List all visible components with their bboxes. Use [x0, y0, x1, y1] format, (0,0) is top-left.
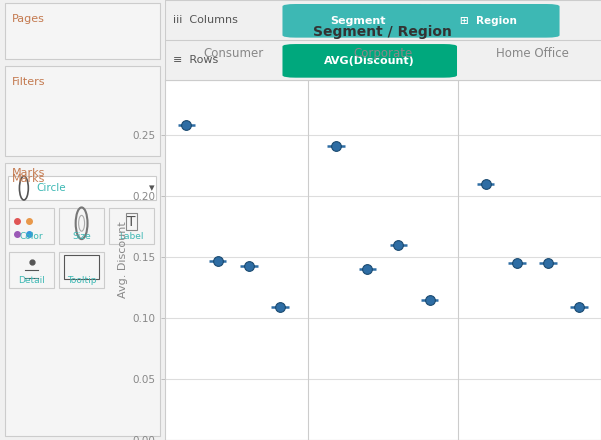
Text: Detail: Detail: [18, 276, 45, 285]
Text: Circle: Circle: [36, 183, 66, 193]
FancyBboxPatch shape: [282, 44, 457, 78]
Text: AVG(Discount): AVG(Discount): [325, 56, 415, 66]
FancyBboxPatch shape: [282, 4, 433, 38]
Text: Home Office: Home Office: [496, 47, 569, 60]
Text: Marks: Marks: [11, 168, 45, 178]
Text: iii  Columns: iii Columns: [174, 15, 238, 25]
Text: ⊞  Region: ⊞ Region: [460, 16, 517, 26]
Text: Segment / Region: Segment / Region: [313, 25, 453, 39]
FancyBboxPatch shape: [9, 208, 54, 244]
FancyBboxPatch shape: [59, 252, 104, 288]
FancyBboxPatch shape: [5, 66, 160, 156]
Text: ▾: ▾: [148, 183, 154, 193]
FancyBboxPatch shape: [5, 163, 160, 436]
FancyBboxPatch shape: [9, 252, 54, 288]
Text: Consumer: Consumer: [203, 47, 263, 60]
Text: Filters: Filters: [11, 77, 45, 87]
FancyBboxPatch shape: [418, 4, 560, 38]
Text: T: T: [127, 215, 136, 229]
Text: Marks: Marks: [11, 174, 45, 184]
Text: Pages: Pages: [11, 14, 44, 24]
Text: Label: Label: [119, 232, 144, 241]
FancyBboxPatch shape: [8, 176, 156, 200]
Text: ≡  Rows: ≡ Rows: [174, 55, 219, 65]
FancyBboxPatch shape: [109, 208, 154, 244]
Text: Size: Size: [72, 232, 91, 241]
FancyBboxPatch shape: [5, 3, 160, 59]
Text: Segment: Segment: [330, 16, 385, 26]
Text: Color: Color: [20, 232, 43, 241]
Text: Tooltip: Tooltip: [67, 276, 96, 285]
FancyBboxPatch shape: [59, 208, 104, 244]
Text: Corporate: Corporate: [353, 47, 412, 60]
Y-axis label: Avg. Discount: Avg. Discount: [118, 222, 129, 298]
